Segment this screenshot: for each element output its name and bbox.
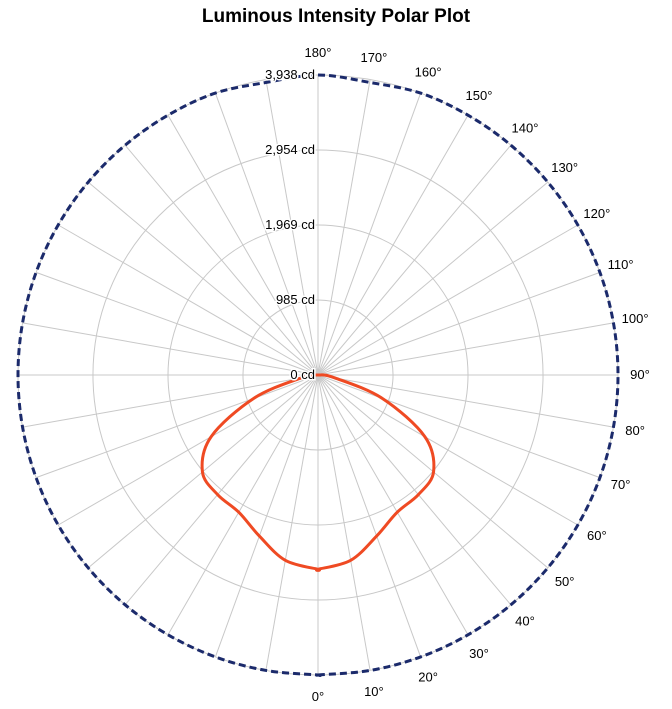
grid-spoke (35, 374, 319, 479)
angle-tick-label: 80° (625, 423, 645, 438)
grid-spoke (317, 92, 422, 376)
grid-spoke (317, 181, 549, 376)
grid-spoke (317, 271, 601, 376)
grid-spoke (317, 322, 614, 376)
angle-tick-label: 30° (469, 646, 489, 661)
angle-tick-label: 40° (515, 614, 535, 629)
grid-spoke (265, 374, 319, 671)
radial-tick-label: 3,938 cd (265, 67, 315, 82)
angle-tick-label: 180° (305, 45, 332, 60)
radial-tick-label: 0 cd (290, 367, 315, 382)
angle-tick-label: 110° (608, 257, 634, 272)
series-line-2 (16, 73, 620, 678)
grid-spoke (22, 374, 319, 428)
grid-spoke (35, 271, 319, 376)
angle-tick-label: 170° (360, 50, 387, 65)
radial-tick-label: 1,969 cd (265, 217, 315, 232)
angle-tick-label: 20° (418, 670, 438, 685)
angle-tick-label: 140° (512, 120, 539, 135)
grid-spoke (57, 224, 319, 376)
labels: 0 cd 985 cd 1,969 cd 2,954 cd 3,938 cd 0° 10° 2… (264, 45, 650, 704)
grid-spoke (317, 144, 512, 376)
angle-tick-label: 150° (466, 88, 493, 103)
grid-spoke (317, 114, 469, 376)
angle-tick-label: 120° (583, 206, 610, 221)
series-line-1 (200, 373, 436, 572)
grid-spoke (124, 144, 319, 376)
grid-spoke (317, 374, 614, 428)
grid-spoke (265, 79, 319, 376)
grid-spoke (167, 114, 319, 376)
chart-title: Luminous Intensity Polar Plot (201, 6, 471, 27)
grid-spoke (317, 79, 371, 376)
angle-tick-label: 50° (555, 574, 575, 589)
grid-spoke (317, 374, 422, 658)
grid-spoke (317, 224, 579, 376)
grid (17, 74, 619, 676)
grid-spoke (317, 374, 601, 479)
grid-spoke (214, 92, 319, 376)
angle-tick-label: 130° (551, 160, 578, 175)
grid-spoke (57, 374, 319, 526)
angle-tick-label: 160° (415, 64, 442, 79)
grid-spoke (317, 374, 512, 606)
radial-tick-label: 2,954 cd (265, 142, 315, 157)
radial-tick-label: 985 cd (276, 292, 315, 307)
series-layer (16, 73, 620, 678)
grid-spoke (214, 374, 319, 658)
grid-spoke (124, 374, 319, 606)
grid-spoke (22, 322, 319, 376)
angle-tick-label: 70° (611, 477, 631, 492)
angle-tick-label: 90° (630, 367, 650, 382)
angle-tick-label: 0° (312, 689, 324, 704)
angle-tick-label: 60° (587, 528, 607, 543)
grid-spoke (317, 374, 371, 671)
grid-spoke (317, 374, 469, 636)
grid-spoke (167, 374, 319, 636)
angle-tick-label: 100° (622, 311, 649, 326)
angle-tick-label: 10° (364, 684, 384, 699)
grid-spoke (87, 181, 319, 376)
grid-spoke (317, 374, 579, 526)
